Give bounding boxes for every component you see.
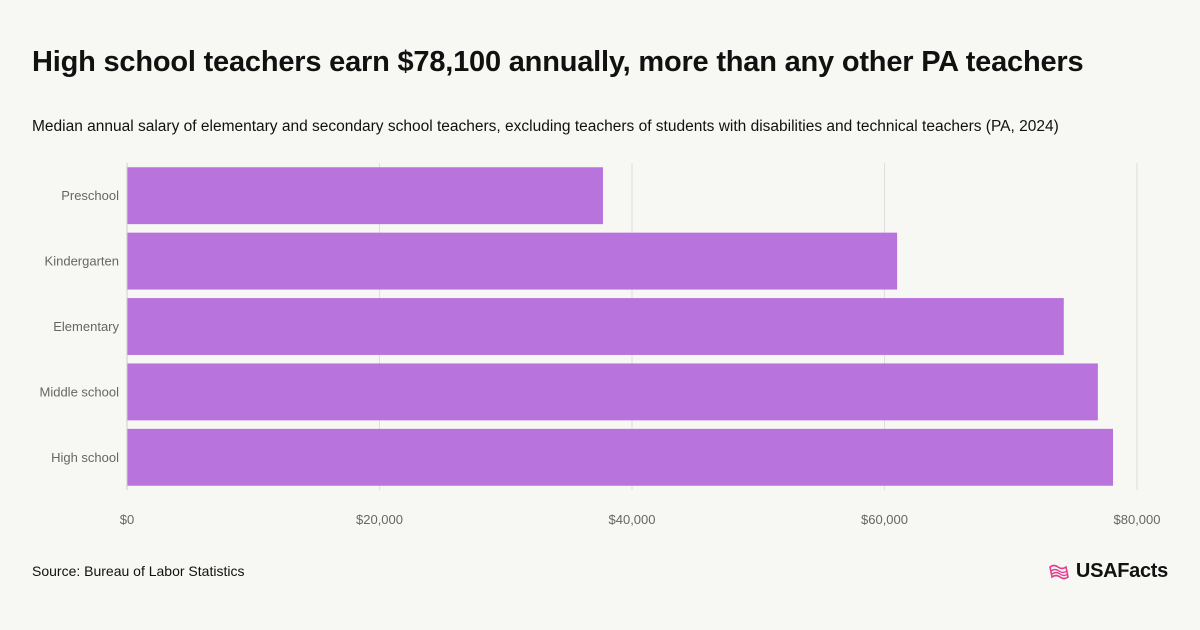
category-label: Middle school (40, 384, 120, 399)
bar (127, 167, 603, 225)
category-label: High school (51, 450, 119, 465)
x-tick-label: $60,000 (861, 512, 908, 527)
bar (127, 298, 1064, 355)
source-note: Source: Bureau of Labor Statistics (32, 563, 245, 579)
brand-name: USAFacts (1075, 560, 1168, 582)
bar (127, 428, 1114, 486)
category-label: Elementary (53, 319, 119, 334)
flag-logo-icon (1049, 564, 1069, 579)
chart-subtitle: Median annual salary of elementary and s… (32, 118, 1059, 135)
bar (127, 363, 1098, 421)
x-tick-label: $80,000 (1114, 512, 1161, 527)
usafacts-logo: USAFacts (1048, 560, 1168, 583)
x-tick-label: $40,000 (609, 512, 656, 527)
x-tick-label: $0 (120, 512, 134, 527)
chart-title: High school teachers earn $78,100 annual… (32, 46, 1084, 78)
bar (127, 232, 898, 290)
category-label: Preschool (61, 188, 119, 203)
category-label: Kindergarten (45, 254, 119, 269)
x-tick-label: $20,000 (356, 512, 403, 527)
